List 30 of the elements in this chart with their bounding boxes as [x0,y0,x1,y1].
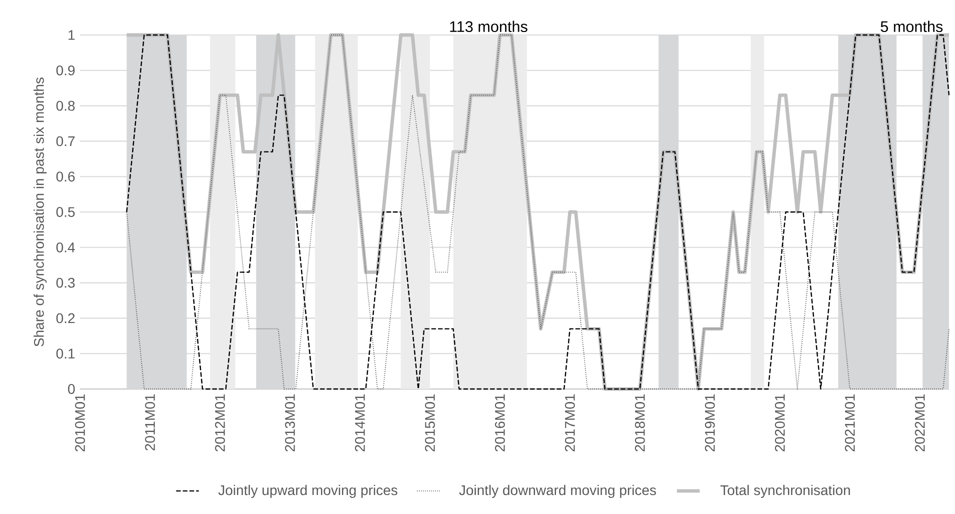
x-tick-label: 2011M01 [145,394,155,450]
y-tick-label: 0.8 [56,100,75,111]
text: 5 months [880,20,943,32]
x-tick-label: 2016M01 [494,394,505,452]
x-tick-label: 2012M01 [215,394,225,452]
x-tick-label: 2013M01 [285,394,295,452]
y-tick-label: 0.2 [56,313,75,324]
x-tick-label: 2018M01 [634,394,645,452]
y-tick-label: 0.6 [56,172,75,182]
y-tick-label: 0 [68,384,75,394]
y-tick-label: 0.9 [56,65,75,76]
legend-label: Jointly upward moving prices [218,484,398,498]
legend-label: Jointly downward moving prices [459,484,656,498]
text: 113 months [450,20,528,32]
x-tick-label: 2017M01 [564,394,575,452]
x-tick-label: 2010M01 [75,394,85,452]
y-tick-label: 0.5 [56,207,75,217]
y-axis-title: Share of synchronisation in past six months [34,78,47,346]
y-tick-label: 1 [68,30,75,40]
x-tick-label: 2022M01 [914,394,925,452]
x-tick-label: 2019M01 [704,394,715,452]
x-tick-label: 2021M01 [844,394,855,452]
legend-label: Total synchronisation [720,484,850,498]
x-tick-label: 2015M01 [424,394,435,452]
y-tick-label: 0.3 [56,278,75,288]
x-tick-label: 2014M01 [355,394,365,452]
y-tick-label: 0.7 [56,136,75,146]
y-tick-label: 0.4 [56,242,75,252]
y-tick-label: 0.1 [56,348,75,359]
x-tick-label: 2020M01 [774,394,785,452]
